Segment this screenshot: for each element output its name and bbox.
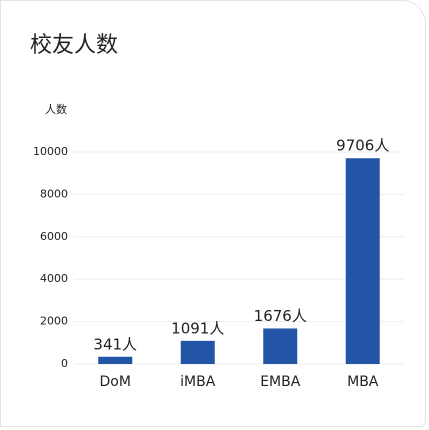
bar (263, 328, 298, 364)
x-tick-label: MBA (347, 374, 379, 390)
x-tick-label: EMBA (260, 374, 301, 390)
bar (98, 356, 133, 364)
bar (345, 158, 380, 364)
y-tick-label: 2000 (40, 315, 68, 328)
value-label: 341人 (93, 335, 137, 353)
value-label: 9706人 (336, 137, 389, 155)
value-label: 1676人 (254, 307, 307, 325)
bar (180, 340, 215, 364)
x-tick-label: iMBA (180, 374, 216, 390)
y-tick-label: 8000 (40, 187, 68, 200)
y-tick-label: 4000 (40, 272, 68, 285)
y-tick-label: 0 (61, 357, 68, 370)
chart-title: 校友人数 (30, 33, 118, 58)
value-label: 1091人 (171, 319, 224, 337)
y-tick-label: 10000 (33, 145, 68, 158)
y-tick-label: 6000 (40, 230, 68, 243)
y-axis-label: 人数 (45, 103, 67, 116)
x-tick-label: DoM (100, 374, 131, 390)
